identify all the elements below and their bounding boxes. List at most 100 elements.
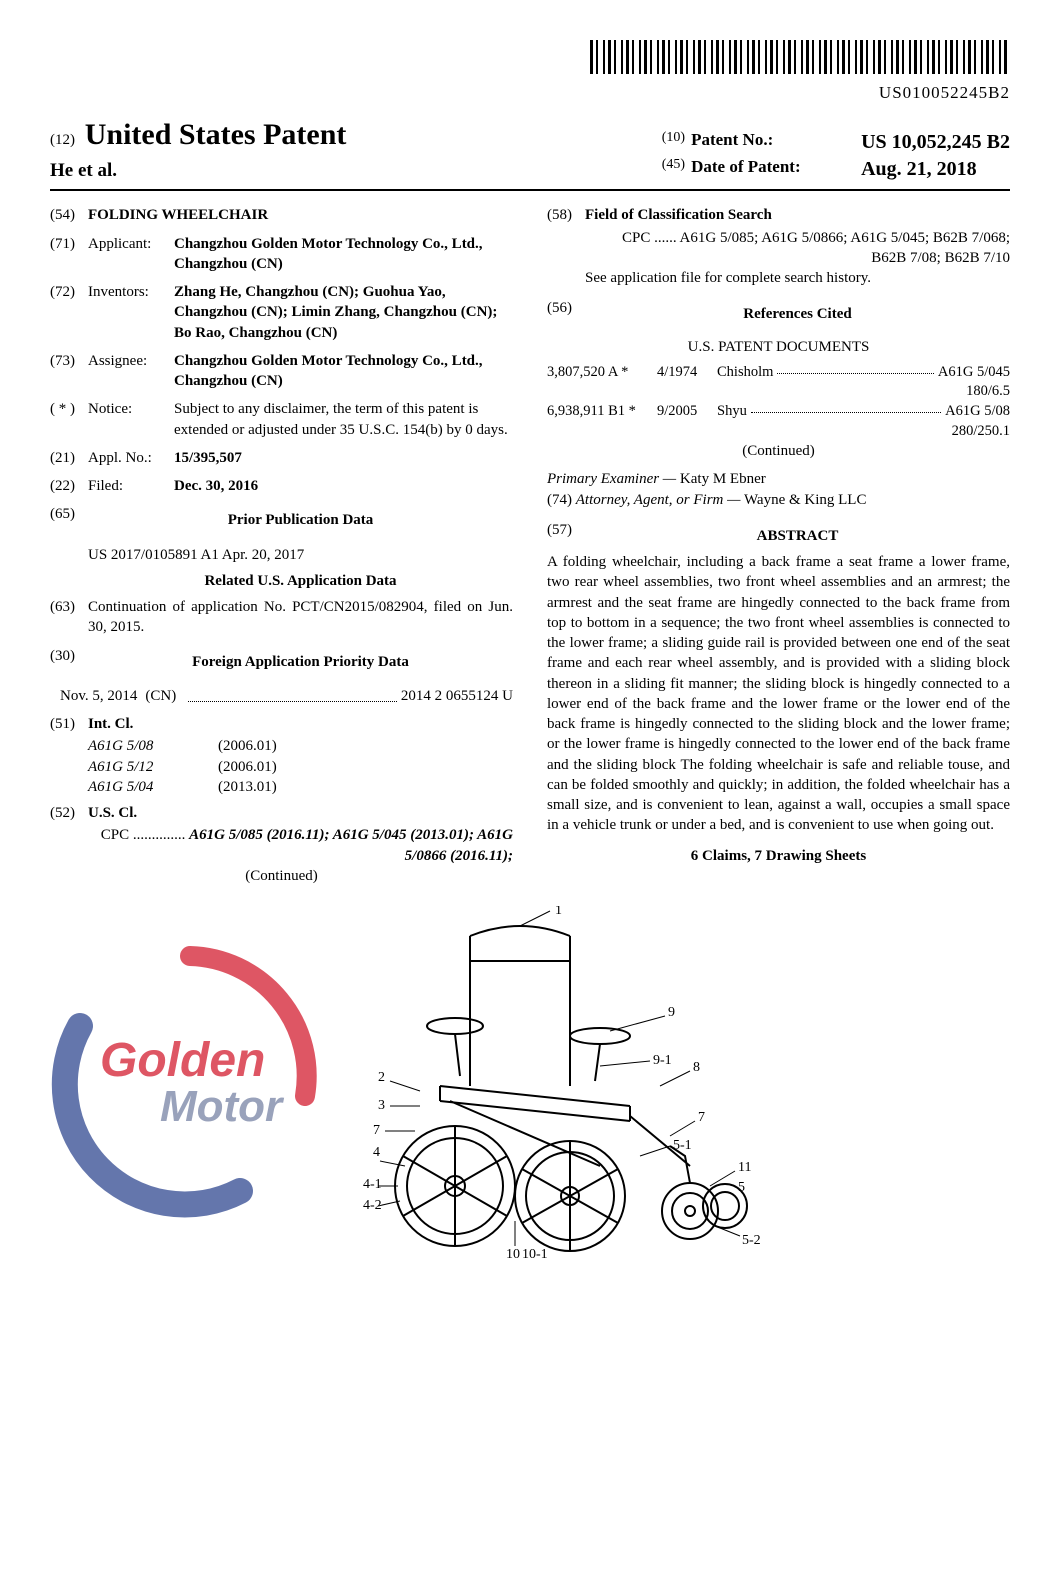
patent-date-code: (45) — [662, 156, 685, 183]
inventors-code: (72) — [50, 282, 88, 343]
inventors-label: Inventors: — [88, 282, 174, 343]
assignee-value: Changzhou Golden Motor Technology Co., L… — [174, 351, 513, 392]
applicant-code: (71) — [50, 234, 88, 275]
continuation-code: (63) — [50, 597, 88, 638]
claims-line: 6 Claims, 7 Drawing Sheets — [547, 846, 1010, 866]
examiner-label: Primary Examiner — — [547, 471, 676, 487]
svg-text:5: 5 — [738, 1180, 745, 1195]
foreign-num: 2014 2 0655124 U — [401, 686, 513, 706]
related-title: Related U.S. Application Data — [88, 571, 513, 591]
ref-dots — [751, 402, 941, 413]
foreign-date: Nov. 5, 2014 — [60, 686, 137, 706]
header-country-title: United States Patent — [85, 118, 347, 151]
intcl-code: (51) — [50, 714, 88, 734]
intcl-row-year: (2013.01) — [218, 777, 277, 797]
foreign-code: (30) — [50, 646, 88, 678]
foreign-country: (CN) — [145, 686, 176, 706]
left-column: (54) FOLDING WHEELCHAIR (71) Applicant: … — [50, 205, 513, 886]
applno-value: 15/395,507 — [174, 448, 513, 468]
uscl-label: U.S. Cl. — [88, 803, 513, 823]
barcode-block: US010052245B2 — [50, 40, 1010, 105]
filed-value: Dec. 30, 2016 — [174, 476, 513, 496]
assignee-label: Assignee: — [88, 351, 174, 392]
figure-area: Golden Motor — [50, 906, 1010, 1272]
watermark-text1: Golden — [100, 1034, 265, 1087]
intcl-row-code: A61G 5/08 — [88, 736, 218, 756]
refs-continued: (Continued) — [547, 441, 1010, 461]
abstract-text: A folding wheelchair, including a back f… — [547, 552, 1010, 836]
patent-no-value: US 10,052,245 B2 — [861, 129, 1010, 156]
foreign-title: Foreign Application Priority Data — [88, 652, 513, 672]
header-authors: He et al. — [50, 158, 346, 184]
patent-no-label: Patent No.: — [691, 130, 773, 149]
header-prefix-code: (12) — [50, 132, 75, 148]
patent-date-label: Date of Patent: — [691, 157, 801, 176]
fcs-cpc-prefix: CPC ...... — [622, 230, 677, 246]
svg-text:4: 4 — [373, 1145, 380, 1160]
svg-text:3: 3 — [378, 1098, 385, 1113]
left-continued: (Continued) — [50, 866, 513, 886]
attorney-label: Attorney, Agent, or Firm — — [576, 492, 741, 508]
uscl-code: (52) — [50, 803, 88, 823]
svg-text:10: 10 — [506, 1247, 520, 1262]
applicant-value: Changzhou Golden Motor Technology Co., L… — [174, 234, 513, 275]
refs-subtitle: U.S. PATENT DOCUMENTS — [547, 337, 1010, 357]
abstract-code: (57) — [547, 520, 585, 552]
priorpub-line: US 2017/0105891 A1 Apr. 20, 2017 — [88, 545, 304, 565]
svg-text:7: 7 — [373, 1123, 380, 1138]
refs-code: (56) — [547, 298, 585, 330]
svg-text:5-1: 5-1 — [673, 1138, 692, 1153]
refs-title: References Cited — [585, 304, 1010, 324]
patent-no-code: (10) — [662, 129, 685, 156]
applno-label: Appl. No.: — [88, 448, 174, 468]
right-column: (58) Field of Classification Search CPC … — [547, 205, 1010, 886]
svg-text:9-1: 9-1 — [653, 1053, 672, 1068]
assignee-code: (73) — [50, 351, 88, 392]
svg-text:1: 1 — [555, 906, 562, 918]
intcl-label: Int. Cl. — [88, 714, 513, 734]
applicant-label: Applicant: — [88, 234, 174, 275]
ref-num: 6,938,911 B1 * — [547, 402, 657, 422]
abstract-title: ABSTRACT — [585, 526, 1010, 546]
attorney-code: (74) — [547, 492, 572, 508]
ref-date: 4/1974 — [657, 363, 717, 383]
svg-text:8: 8 — [693, 1060, 700, 1075]
ref-name: Shyu — [717, 402, 747, 422]
applno-code: (21) — [50, 448, 88, 468]
svg-text:7: 7 — [698, 1110, 705, 1125]
filed-label: Filed: — [88, 476, 174, 496]
notice-code: ( * ) — [50, 399, 88, 440]
uscl-value: A61G 5/085 (2016.11); A61G 5/045 (2013.0… — [189, 827, 513, 863]
svg-text:2: 2 — [378, 1070, 385, 1085]
svg-text:4-2: 4-2 — [363, 1198, 382, 1213]
ref-name: Chisholm — [717, 363, 773, 383]
title-code: (54) — [50, 205, 88, 225]
patent-header: (12) United States Patent He et al. (10)… — [50, 115, 1010, 191]
ref-dots — [777, 363, 933, 374]
fcs-value: A61G 5/085; A61G 5/0866; A61G 5/045; B62… — [680, 230, 1010, 266]
foreign-dots — [188, 686, 397, 702]
ref-num: 3,807,520 A * — [547, 363, 657, 383]
barcode-number: US010052245B2 — [50, 82, 1010, 105]
fcs-code: (58) — [547, 205, 585, 225]
references-table: 3,807,520 A * 4/1974 Chisholm A61G 5/045… — [547, 363, 1010, 441]
svg-text:4-1: 4-1 — [363, 1177, 382, 1192]
continuation-value: Continuation of application No. PCT/CN20… — [88, 597, 513, 638]
priorpub-code: (65) — [50, 504, 88, 536]
body-columns: (54) FOLDING WHEELCHAIR (71) Applicant: … — [50, 205, 1010, 886]
intcl-table: A61G 5/08(2006.01) A61G 5/12(2006.01) A6… — [88, 736, 513, 797]
watermark-text2: Motor — [160, 1082, 285, 1131]
ref-cls: A61G 5/08 — [945, 402, 1010, 422]
ref-sub: 280/250.1 — [547, 422, 1010, 442]
patent-date-value: Aug. 21, 2018 — [861, 156, 977, 183]
intcl-row-code: A61G 5/12 — [88, 757, 218, 777]
ref-cls: A61G 5/045 — [938, 363, 1010, 383]
priorpub-title: Prior Publication Data — [88, 510, 513, 530]
wheelchair-figure: 1 9 9-1 8 7 5-1 11 5 5-2 2 3 7 4 4-1 4-2… — [270, 906, 790, 1266]
inventors-value: Zhang He, Changzhou (CN); Guohua Yao, Ch… — [174, 282, 513, 343]
notice-label: Notice: — [88, 399, 174, 440]
svg-text:5-2: 5-2 — [742, 1233, 761, 1248]
ref-date: 9/2005 — [657, 402, 717, 422]
barcode-graphic — [590, 40, 1010, 74]
examiner-value: Katy M Ebner — [680, 471, 766, 487]
